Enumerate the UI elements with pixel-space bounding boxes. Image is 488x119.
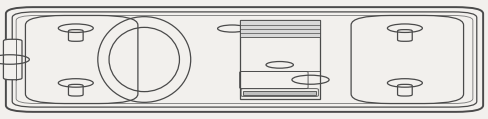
Bar <box>239 20 320 99</box>
Bar <box>243 91 316 95</box>
FancyBboxPatch shape <box>6 7 482 112</box>
FancyBboxPatch shape <box>3 39 22 80</box>
Bar <box>239 20 320 37</box>
